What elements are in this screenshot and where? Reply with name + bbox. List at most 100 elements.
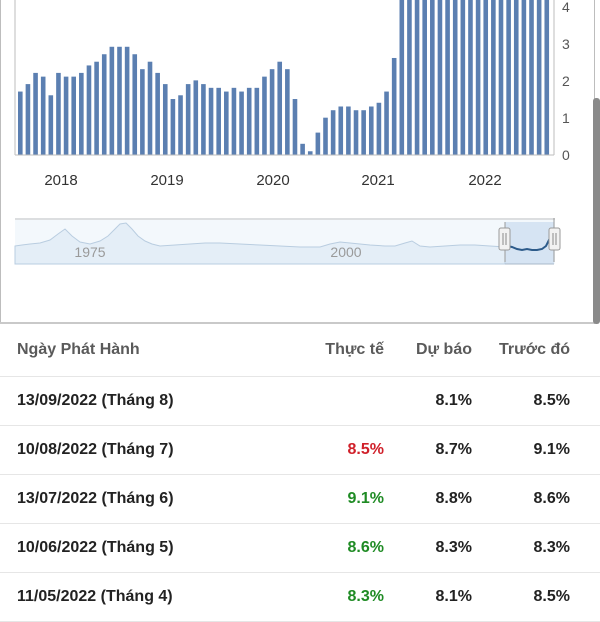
- y-tick-label: 2: [562, 73, 570, 89]
- bar: [475, 0, 481, 155]
- forecast-value: 8.3%: [435, 539, 472, 556]
- bar: [391, 57, 397, 156]
- bar: [25, 84, 31, 155]
- bar: [124, 46, 130, 155]
- bar: [216, 87, 221, 155]
- previous-value: 8.5%: [533, 392, 570, 409]
- actual-value: 8.6%: [347, 539, 384, 556]
- bar: [536, 0, 542, 155]
- bar: [79, 72, 84, 155]
- previous-value: 8.5%: [533, 588, 570, 605]
- bar: [33, 72, 38, 155]
- bar: [460, 0, 466, 155]
- bar: [399, 0, 405, 155]
- y-tick-label: 0: [562, 147, 570, 163]
- bar: [18, 91, 23, 155]
- bar: [323, 117, 328, 155]
- bar: [544, 0, 550, 155]
- table-header-row: Ngày Phát Hành Thực tế Dự báo Trước đó: [0, 324, 600, 377]
- bar-chart: 0 1 2 3 4 2018 2019 2020 2021 2022: [14, 0, 570, 189]
- bar: [132, 54, 138, 155]
- bar: [292, 99, 298, 155]
- navigator-left-handle[interactable]: [498, 227, 511, 251]
- bar: [140, 69, 145, 155]
- forecast-value: 8.1%: [435, 392, 472, 409]
- bar: [170, 99, 176, 155]
- bar: [414, 0, 420, 155]
- header-forecast[interactable]: Dự báo: [415, 341, 472, 358]
- table-row[interactable]: 11/05/2022 (Tháng 4) 8.3% 8.1% 8.5%: [0, 573, 600, 622]
- y-tick-label: 1: [562, 110, 570, 126]
- bar: [117, 46, 122, 155]
- bar: [185, 84, 191, 155]
- bar: [86, 65, 92, 155]
- bar: [422, 0, 427, 155]
- x-tick-label: 2018: [44, 172, 77, 189]
- bar: [277, 61, 283, 155]
- bar: [162, 84, 168, 155]
- bar: [307, 151, 313, 155]
- bar: [94, 61, 99, 155]
- bar: [254, 87, 260, 155]
- x-tick-label: 2022: [468, 172, 501, 189]
- chart-panel: 0 1 2 3 4 2018 2019 2020 2021 2022 1975 2000: [0, 0, 600, 324]
- bar: [483, 0, 489, 155]
- panel-bottom-border: [0, 322, 595, 324]
- navigator-right-handle[interactable]: [548, 227, 561, 251]
- bar: [338, 106, 344, 155]
- bar: [246, 87, 252, 155]
- bar: [384, 91, 389, 155]
- bar: [330, 110, 336, 155]
- table-row[interactable]: 13/07/2022 (Tháng 6) 9.1% 8.8% 8.6%: [0, 475, 600, 524]
- bar: [208, 87, 214, 155]
- y-tick-label: 4: [562, 0, 570, 15]
- table-row[interactable]: 10/08/2022 (Tháng 7) 8.5% 8.7% 9.1%: [0, 426, 600, 475]
- previous-value: 8.3%: [533, 539, 570, 556]
- x-tick-label: 2020: [256, 172, 289, 189]
- bar: [40, 76, 46, 155]
- bar: [430, 0, 435, 155]
- bar: [231, 87, 237, 155]
- header-previous[interactable]: Trước đó: [499, 341, 570, 358]
- x-tick-label: 2021: [361, 172, 394, 189]
- bar: [506, 0, 511, 155]
- bar: [376, 102, 382, 155]
- forecast-value: 8.7%: [435, 441, 472, 458]
- bar: [147, 61, 153, 155]
- bar: [452, 0, 458, 155]
- release-table: Ngày Phát Hành Thực tế Dự báo Trước đó 1…: [0, 324, 600, 622]
- bar: [346, 106, 351, 155]
- x-tick-label: 2019: [150, 172, 183, 189]
- forecast-value: 8.1%: [435, 588, 472, 605]
- bar: [193, 80, 199, 155]
- y-tick-label: 3: [562, 36, 570, 52]
- release-date: 13/07/2022 (Tháng 6): [17, 490, 174, 507]
- navigator-selected-range[interactable]: [505, 222, 554, 264]
- release-date: 11/05/2022 (Tháng 4): [17, 588, 173, 605]
- bar: [300, 143, 305, 155]
- bar: [491, 0, 496, 155]
- bar: [48, 95, 54, 155]
- previous-value: 8.6%: [533, 490, 570, 507]
- release-date: 10/08/2022 (Tháng 7): [17, 441, 174, 458]
- bar: [529, 0, 534, 155]
- table-row[interactable]: 10/06/2022 (Tháng 5) 8.6% 8.3% 8.3%: [0, 524, 600, 573]
- navigator-history-area: [14, 222, 506, 265]
- bar: [56, 72, 61, 155]
- navigator-chart[interactable]: 1975 2000: [0, 0, 600, 324]
- header-actual[interactable]: Thực tế: [325, 341, 384, 358]
- release-date: 10/06/2022 (Tháng 5): [17, 539, 174, 556]
- bar: [361, 110, 366, 155]
- header-release-date[interactable]: Ngày Phát Hành: [17, 341, 140, 358]
- bar: [513, 0, 519, 155]
- navigator-label-2000: 2000: [330, 244, 361, 260]
- bar: [521, 0, 527, 155]
- table-row[interactable]: 13/09/2022 (Tháng 8) 8.1% 8.5%: [0, 377, 600, 426]
- actual-value: 9.1%: [347, 490, 384, 507]
- release-date: 13/09/2022 (Tháng 8): [17, 392, 174, 409]
- bar: [269, 69, 275, 155]
- actual-value: 8.5%: [347, 441, 384, 458]
- scrollbar-thumb[interactable]: [593, 98, 600, 324]
- bar: [239, 91, 244, 155]
- panel-left-border: [0, 0, 1, 324]
